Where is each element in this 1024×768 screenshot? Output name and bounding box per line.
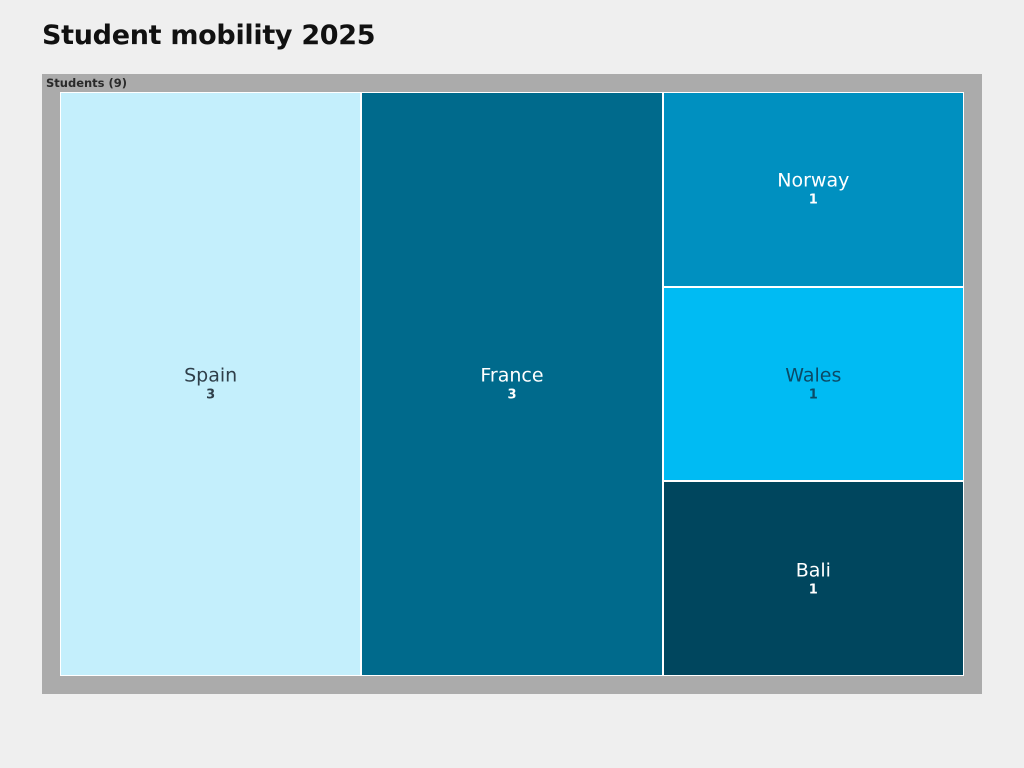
treemap-cell-name: Wales [785,364,842,387]
treemap-cell-value: 1 [808,582,818,598]
treemap-cell-value: 3 [206,387,216,403]
treemap-cell-label-group: Bali 1 [664,559,963,598]
treemap-cell-name: Bali [795,559,831,582]
treemap-cell-value: 1 [808,387,818,403]
treemap-cell-bali[interactable]: Bali 1 [662,481,964,676]
treemap-plot-area: Spain 3 France 3 Norway 1 Wales 1 Bali 1 [60,92,964,676]
chart-title: Student mobility 2025 [42,20,376,51]
treemap-root-label: Students (9) [46,76,128,90]
treemap-cell-label-group: Wales 1 [664,364,963,403]
treemap-cell-france[interactable]: France 3 [361,92,663,676]
treemap-root-frame: Students (9) Spain 3 France 3 Norway 1 Wales 1 B… [42,74,982,694]
treemap-cell-spain[interactable]: Spain 3 [60,92,362,676]
treemap-cell-label-group: France 3 [362,365,661,404]
treemap-cell-value: 3 [507,387,517,403]
treemap-cell-name: Spain [184,364,238,387]
treemap-cell-label-group: Spain 3 [61,365,360,404]
treemap-cell-wales[interactable]: Wales 1 [662,286,964,482]
treemap-cell-name: France [480,364,544,387]
treemap-cell-name: Norway [777,169,850,192]
treemap-cell-value: 1 [808,192,818,208]
treemap-cell-norway[interactable]: Norway 1 [662,92,964,287]
treemap-cell-label-group: Norway 1 [664,170,963,209]
